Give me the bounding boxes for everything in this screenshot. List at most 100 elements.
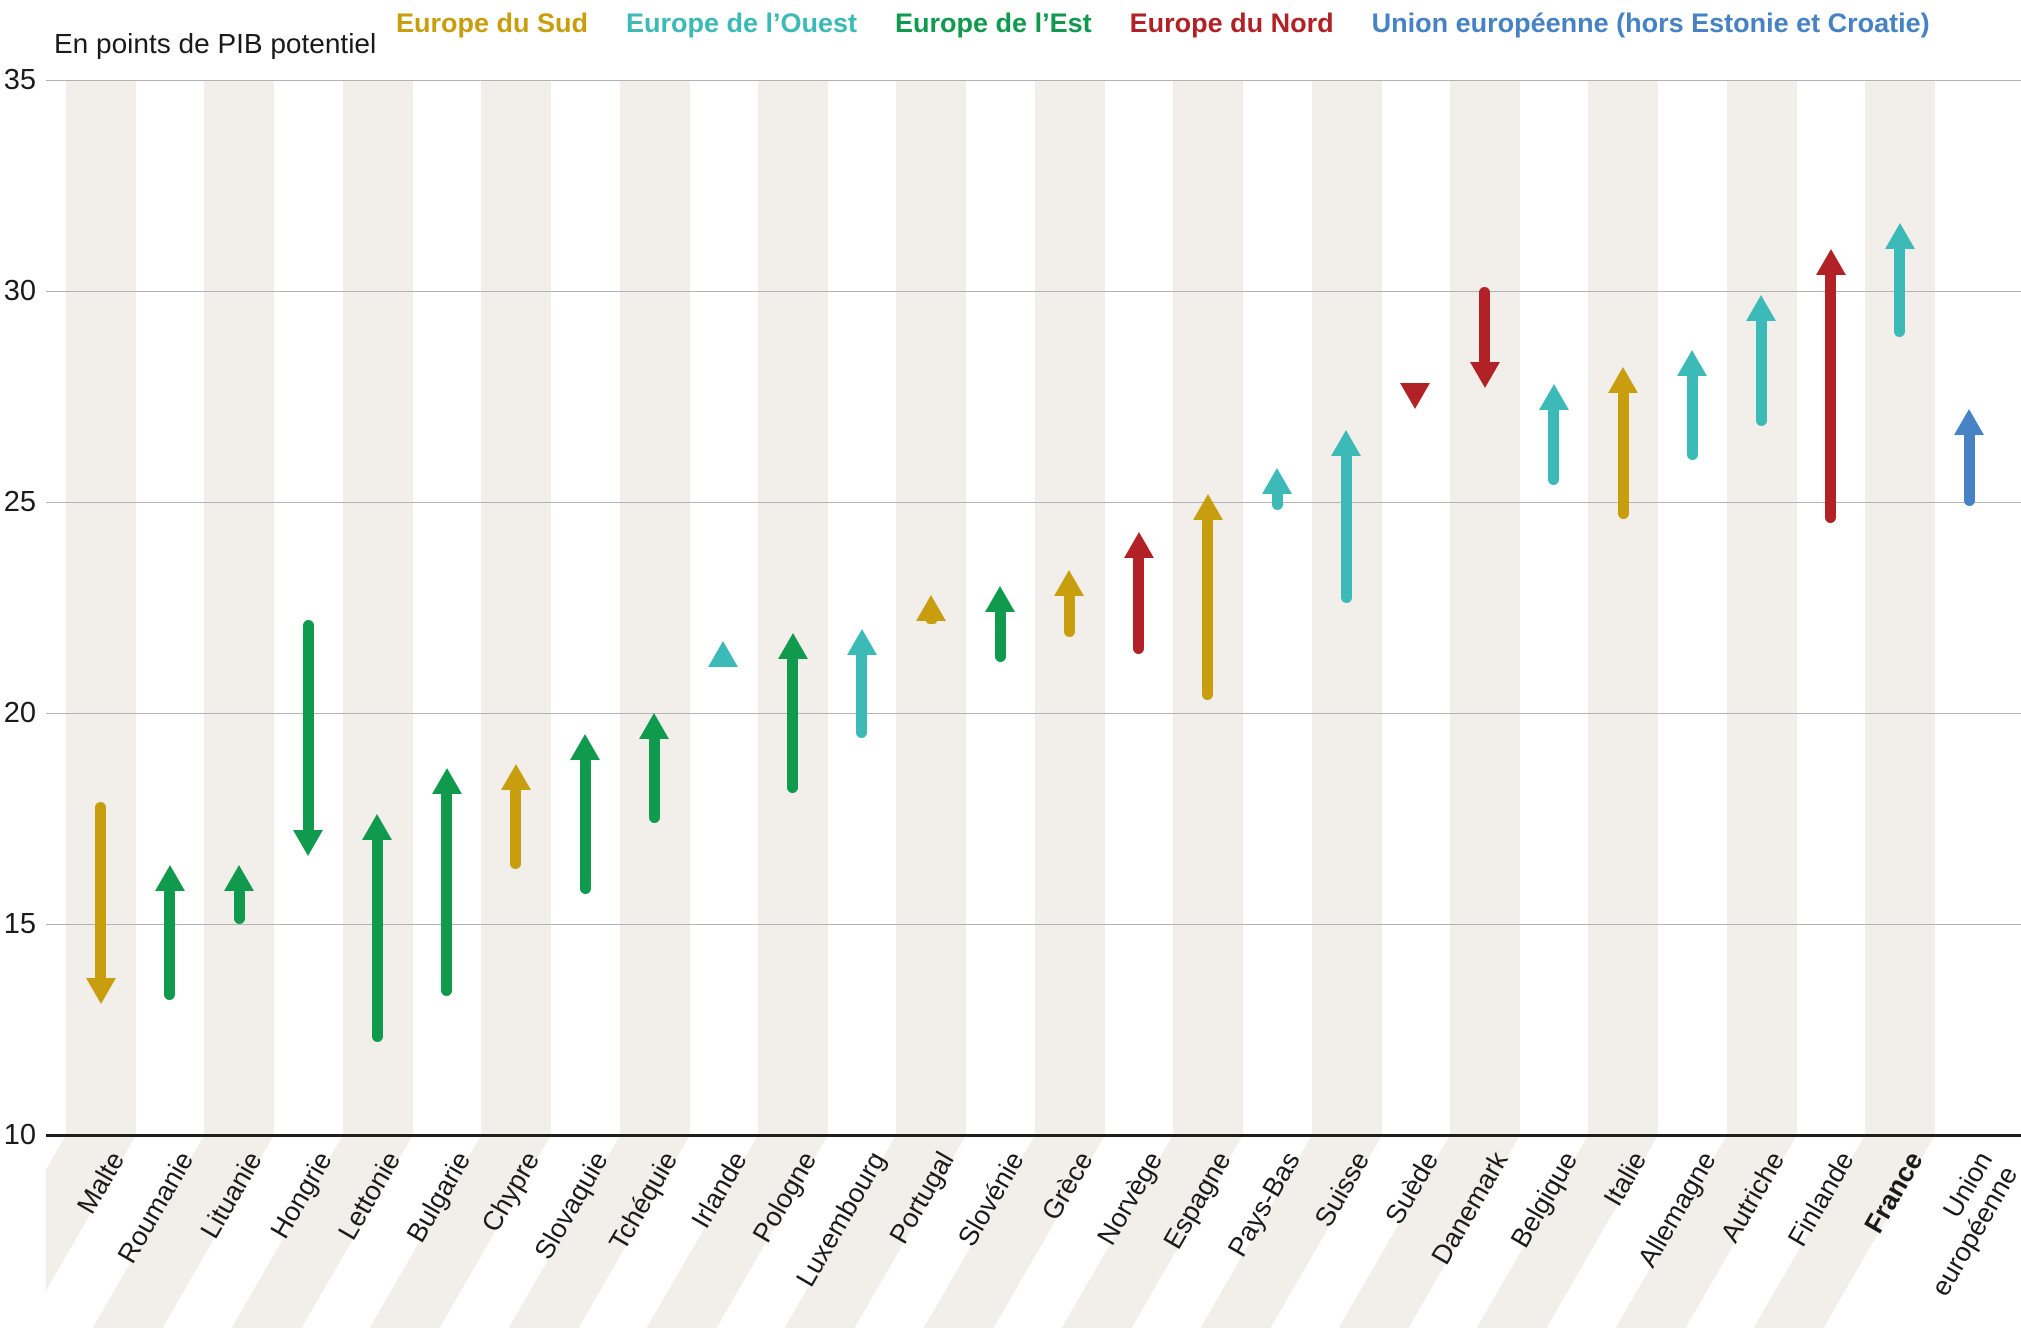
arrow-est <box>154 80 185 1135</box>
arrow-shaft <box>648 735 660 823</box>
arrow-shaft <box>164 886 176 1000</box>
arrow-up-head <box>362 814 393 841</box>
arrow-up-head <box>777 632 808 659</box>
arrow-up-head <box>708 641 739 668</box>
arrow-shaft <box>1133 553 1145 654</box>
legend: Europe du Sud Europe de l’Ouest Europe de … <box>396 8 1930 39</box>
y-tick-label: 15 <box>3 908 36 940</box>
arrow-shaft <box>371 836 383 1043</box>
arrow-nord <box>1815 80 1846 1135</box>
arrow-up-head <box>1331 430 1362 457</box>
arrow-up-head <box>985 586 1016 613</box>
legend-item-sud: Europe du Sud <box>396 8 588 38</box>
arrow-ouest <box>1746 80 1777 1135</box>
arrow-shaft <box>1894 245 1906 338</box>
gridline-35 <box>46 80 2021 81</box>
gridline-25 <box>46 502 2021 503</box>
arrow-ouest <box>1331 80 1362 1135</box>
column-stripe <box>1450 80 1520 1135</box>
arrow-shaft <box>1617 388 1629 519</box>
arrow-up-head <box>916 594 946 621</box>
y-tick-label: 10 <box>3 1119 36 1151</box>
y-tick-label: 30 <box>3 275 36 307</box>
legend-item-nord: Europe du Nord <box>1129 8 1334 38</box>
arrow-up-head <box>154 864 185 891</box>
arrow-up-head <box>1123 531 1154 558</box>
arrow-est <box>431 80 462 1135</box>
gridline-20 <box>46 713 2021 714</box>
arrow-shaft <box>510 785 522 870</box>
arrow-up-head <box>1608 366 1638 393</box>
arrow-up-head <box>846 628 877 655</box>
arrow-ouest <box>1262 80 1292 1135</box>
arrow-up-head <box>500 763 531 790</box>
arrow-est <box>293 80 324 1135</box>
y-axis-unit-label: En points de PIB potentiel <box>54 28 377 59</box>
column-stripe <box>204 80 275 1135</box>
arrow-shaft <box>787 654 799 794</box>
column-stripe <box>619 80 690 1135</box>
column-stripe <box>758 80 828 1135</box>
arrow-shaft <box>95 801 107 983</box>
arrow-up-head <box>1538 383 1569 410</box>
arrow-shaft <box>1755 317 1767 427</box>
gridline-15 <box>46 924 2021 925</box>
arrow-nord <box>1469 80 1500 1135</box>
column-stripe <box>1588 80 1659 1135</box>
arrow-shaft <box>1479 286 1491 367</box>
arrow-shaft <box>1202 515 1214 701</box>
arrow-shaft <box>856 650 868 739</box>
arrow-down-head <box>293 830 324 857</box>
arrow-sud <box>85 80 116 1135</box>
arrow-shaft <box>302 620 314 835</box>
arrow-up-head <box>639 713 670 739</box>
arrow-ouest <box>1884 80 1915 1135</box>
arrow-shaft <box>1063 591 1075 638</box>
arrow-up-head <box>570 734 600 761</box>
arrow-up-head <box>1677 350 1708 377</box>
arrow-down-head <box>1469 362 1500 389</box>
arrow-ouest <box>846 80 877 1135</box>
column-stripe <box>1726 80 1797 1135</box>
arrow-shaft <box>233 886 245 924</box>
column-stripe <box>481 80 552 1135</box>
arrow-est <box>777 80 808 1135</box>
arrow-up-head <box>1954 409 1984 436</box>
arrow-est <box>362 80 393 1135</box>
arrow-est <box>570 80 600 1135</box>
arrow-est <box>985 80 1016 1135</box>
arrow-shaft <box>1825 270 1837 524</box>
arrow-up-head <box>224 864 254 891</box>
x-axis-area: Malte Roumanie Lituanie Hongrie Lettonie Bulg… <box>46 1135 2021 1328</box>
arrow-est <box>639 80 670 1135</box>
arrow-ouest <box>708 80 739 1135</box>
arrow-sud <box>1608 80 1638 1135</box>
arrow-est <box>224 80 254 1135</box>
legend-item-ouest: Europe de l’Ouest <box>626 8 858 38</box>
arrow-ouest <box>1538 80 1569 1135</box>
arrow-up-head <box>1262 468 1292 495</box>
arrow-shaft <box>441 789 453 996</box>
gridline-30 <box>46 291 2021 292</box>
plot-area: 35 30 25 20 15 10 <box>4 65 2021 1150</box>
arrow-shaft <box>925 616 937 625</box>
arrow-down-head <box>1400 383 1431 410</box>
arrow-ouest <box>1677 80 1708 1135</box>
arrow-up-head <box>431 767 462 794</box>
arrow-up-head <box>1884 223 1915 250</box>
arrow-up-head <box>1192 493 1223 520</box>
arrow-shaft <box>994 608 1006 663</box>
arrow-up-head <box>1746 295 1777 322</box>
legend-item-ue: Union européenne (hors Estonie et Croati… <box>1371 8 1930 38</box>
y-tick-label: 35 <box>3 64 36 96</box>
column-stripe <box>1311 80 1382 1135</box>
arrow-sud <box>1054 80 1085 1135</box>
arrow-nord <box>1400 80 1431 1135</box>
legend-item-est: Europe de l’Est <box>895 8 1092 38</box>
arrow-sud <box>500 80 531 1135</box>
arrow-ue <box>1954 80 1984 1135</box>
arrow-shaft <box>579 756 591 895</box>
y-tick-label: 20 <box>3 697 36 729</box>
y-tick-label: 25 <box>3 486 36 518</box>
